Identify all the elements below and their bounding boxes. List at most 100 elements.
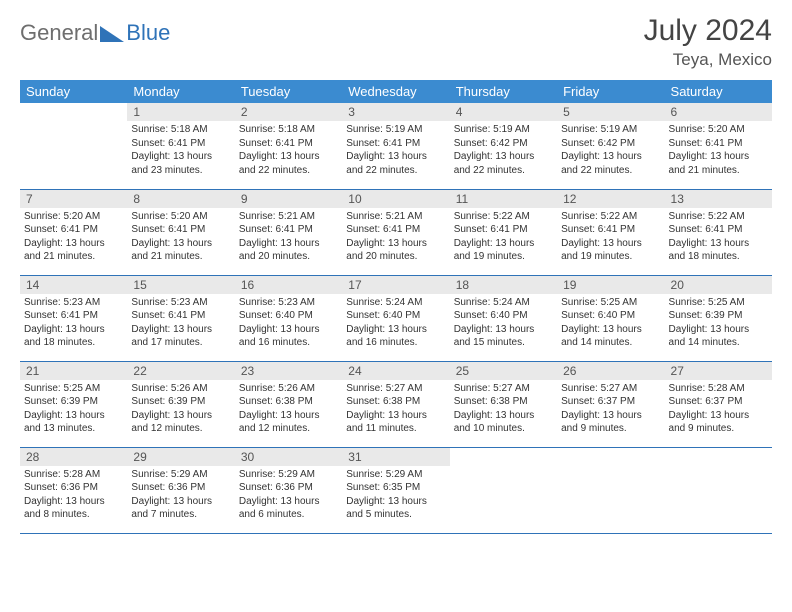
day-data: Sunrise: 5:23 AMSunset: 6:41 PMDaylight:… (20, 294, 127, 354)
day-number: 2 (235, 103, 342, 121)
calendar-cell: 24Sunrise: 5:27 AMSunset: 6:38 PMDayligh… (342, 361, 449, 447)
calendar-cell: 20Sunrise: 5:25 AMSunset: 6:39 PMDayligh… (665, 275, 772, 361)
day-data: Sunrise: 5:22 AMSunset: 6:41 PMDaylight:… (450, 208, 557, 268)
day-data: Sunrise: 5:26 AMSunset: 6:39 PMDaylight:… (127, 380, 234, 440)
day-data: Sunrise: 5:22 AMSunset: 6:41 PMDaylight:… (665, 208, 772, 268)
day-number: 10 (342, 190, 449, 208)
calendar-cell: 11Sunrise: 5:22 AMSunset: 6:41 PMDayligh… (450, 189, 557, 275)
day-number: 16 (235, 276, 342, 294)
day-number: 3 (342, 103, 449, 121)
weekday-header: Wednesday (342, 80, 449, 103)
weekday-header: Thursday (450, 80, 557, 103)
day-number: 25 (450, 362, 557, 380)
logo-triangle-icon (100, 24, 124, 42)
calendar-cell: 5Sunrise: 5:19 AMSunset: 6:42 PMDaylight… (557, 103, 664, 189)
day-number: 28 (20, 448, 127, 466)
weekday-header: Friday (557, 80, 664, 103)
weekday-header: Sunday (20, 80, 127, 103)
day-number: 21 (20, 362, 127, 380)
day-data: Sunrise: 5:27 AMSunset: 6:37 PMDaylight:… (557, 380, 664, 440)
weekday-header: Saturday (665, 80, 772, 103)
day-data: Sunrise: 5:28 AMSunset: 6:37 PMDaylight:… (665, 380, 772, 440)
calendar-cell: 21Sunrise: 5:25 AMSunset: 6:39 PMDayligh… (20, 361, 127, 447)
day-data: Sunrise: 5:27 AMSunset: 6:38 PMDaylight:… (342, 380, 449, 440)
calendar-cell: 25Sunrise: 5:27 AMSunset: 6:38 PMDayligh… (450, 361, 557, 447)
day-number: 29 (127, 448, 234, 466)
calendar-cell: 18Sunrise: 5:24 AMSunset: 6:40 PMDayligh… (450, 275, 557, 361)
day-number: 27 (665, 362, 772, 380)
day-number: 26 (557, 362, 664, 380)
day-number: 9 (235, 190, 342, 208)
calendar-cell: 6Sunrise: 5:20 AMSunset: 6:41 PMDaylight… (665, 103, 772, 189)
day-data: Sunrise: 5:25 AMSunset: 6:39 PMDaylight:… (665, 294, 772, 354)
calendar-body: 1Sunrise: 5:18 AMSunset: 6:41 PMDaylight… (20, 103, 772, 533)
day-number: 31 (342, 448, 449, 466)
day-data: Sunrise: 5:24 AMSunset: 6:40 PMDaylight:… (342, 294, 449, 354)
day-data: Sunrise: 5:19 AMSunset: 6:41 PMDaylight:… (342, 121, 449, 181)
calendar-cell: 26Sunrise: 5:27 AMSunset: 6:37 PMDayligh… (557, 361, 664, 447)
title-block: July 2024 Teya, Mexico (644, 14, 772, 70)
calendar-cell: 27Sunrise: 5:28 AMSunset: 6:37 PMDayligh… (665, 361, 772, 447)
weekday-header: Tuesday (235, 80, 342, 103)
day-data: Sunrise: 5:21 AMSunset: 6:41 PMDaylight:… (342, 208, 449, 268)
day-number: 14 (20, 276, 127, 294)
calendar-row: 28Sunrise: 5:28 AMSunset: 6:36 PMDayligh… (20, 447, 772, 533)
day-number: 5 (557, 103, 664, 121)
day-number: 4 (450, 103, 557, 121)
logo-text-general: General (20, 20, 98, 46)
day-data: Sunrise: 5:26 AMSunset: 6:38 PMDaylight:… (235, 380, 342, 440)
calendar-cell: 3Sunrise: 5:19 AMSunset: 6:41 PMDaylight… (342, 103, 449, 189)
day-number: 18 (450, 276, 557, 294)
calendar-cell: 4Sunrise: 5:19 AMSunset: 6:42 PMDaylight… (450, 103, 557, 189)
calendar-cell-empty (450, 447, 557, 533)
calendar-cell: 29Sunrise: 5:29 AMSunset: 6:36 PMDayligh… (127, 447, 234, 533)
calendar-cell: 22Sunrise: 5:26 AMSunset: 6:39 PMDayligh… (127, 361, 234, 447)
calendar-cell: 16Sunrise: 5:23 AMSunset: 6:40 PMDayligh… (235, 275, 342, 361)
calendar-cell-empty (665, 447, 772, 533)
day-data: Sunrise: 5:23 AMSunset: 6:40 PMDaylight:… (235, 294, 342, 354)
day-data: Sunrise: 5:29 AMSunset: 6:36 PMDaylight:… (127, 466, 234, 526)
calendar-row: 21Sunrise: 5:25 AMSunset: 6:39 PMDayligh… (20, 361, 772, 447)
calendar-cell: 9Sunrise: 5:21 AMSunset: 6:41 PMDaylight… (235, 189, 342, 275)
calendar-cell: 31Sunrise: 5:29 AMSunset: 6:35 PMDayligh… (342, 447, 449, 533)
calendar-cell: 28Sunrise: 5:28 AMSunset: 6:36 PMDayligh… (20, 447, 127, 533)
calendar-row: 14Sunrise: 5:23 AMSunset: 6:41 PMDayligh… (20, 275, 772, 361)
day-number: 23 (235, 362, 342, 380)
calendar-cell: 8Sunrise: 5:20 AMSunset: 6:41 PMDaylight… (127, 189, 234, 275)
day-number: 19 (557, 276, 664, 294)
day-data: Sunrise: 5:28 AMSunset: 6:36 PMDaylight:… (20, 466, 127, 526)
day-number: 30 (235, 448, 342, 466)
calendar-cell-empty (20, 103, 127, 189)
calendar-cell: 17Sunrise: 5:24 AMSunset: 6:40 PMDayligh… (342, 275, 449, 361)
day-number: 24 (342, 362, 449, 380)
day-data: Sunrise: 5:21 AMSunset: 6:41 PMDaylight:… (235, 208, 342, 268)
day-number: 8 (127, 190, 234, 208)
weekday-header: Monday (127, 80, 234, 103)
page-title: July 2024 (644, 14, 772, 48)
calendar-cell: 19Sunrise: 5:25 AMSunset: 6:40 PMDayligh… (557, 275, 664, 361)
day-data: Sunrise: 5:29 AMSunset: 6:35 PMDaylight:… (342, 466, 449, 526)
day-number: 1 (127, 103, 234, 121)
day-data: Sunrise: 5:22 AMSunset: 6:41 PMDaylight:… (557, 208, 664, 268)
day-data: Sunrise: 5:18 AMSunset: 6:41 PMDaylight:… (127, 121, 234, 181)
calendar-cell: 23Sunrise: 5:26 AMSunset: 6:38 PMDayligh… (235, 361, 342, 447)
day-data: Sunrise: 5:20 AMSunset: 6:41 PMDaylight:… (127, 208, 234, 268)
calendar-cell: 14Sunrise: 5:23 AMSunset: 6:41 PMDayligh… (20, 275, 127, 361)
day-number: 7 (20, 190, 127, 208)
day-data: Sunrise: 5:19 AMSunset: 6:42 PMDaylight:… (557, 121, 664, 181)
day-number: 12 (557, 190, 664, 208)
day-data: Sunrise: 5:20 AMSunset: 6:41 PMDaylight:… (665, 121, 772, 181)
day-data: Sunrise: 5:25 AMSunset: 6:40 PMDaylight:… (557, 294, 664, 354)
calendar-cell: 1Sunrise: 5:18 AMSunset: 6:41 PMDaylight… (127, 103, 234, 189)
calendar-cell: 7Sunrise: 5:20 AMSunset: 6:41 PMDaylight… (20, 189, 127, 275)
day-data: Sunrise: 5:29 AMSunset: 6:36 PMDaylight:… (235, 466, 342, 526)
calendar-header-row: SundayMondayTuesdayWednesdayThursdayFrid… (20, 80, 772, 103)
day-data: Sunrise: 5:24 AMSunset: 6:40 PMDaylight:… (450, 294, 557, 354)
calendar-cell-empty (557, 447, 664, 533)
calendar-cell: 2Sunrise: 5:18 AMSunset: 6:41 PMDaylight… (235, 103, 342, 189)
day-data: Sunrise: 5:20 AMSunset: 6:41 PMDaylight:… (20, 208, 127, 268)
logo: General Blue (20, 20, 170, 46)
day-number: 11 (450, 190, 557, 208)
calendar-cell: 15Sunrise: 5:23 AMSunset: 6:41 PMDayligh… (127, 275, 234, 361)
page-location: Teya, Mexico (644, 50, 772, 70)
